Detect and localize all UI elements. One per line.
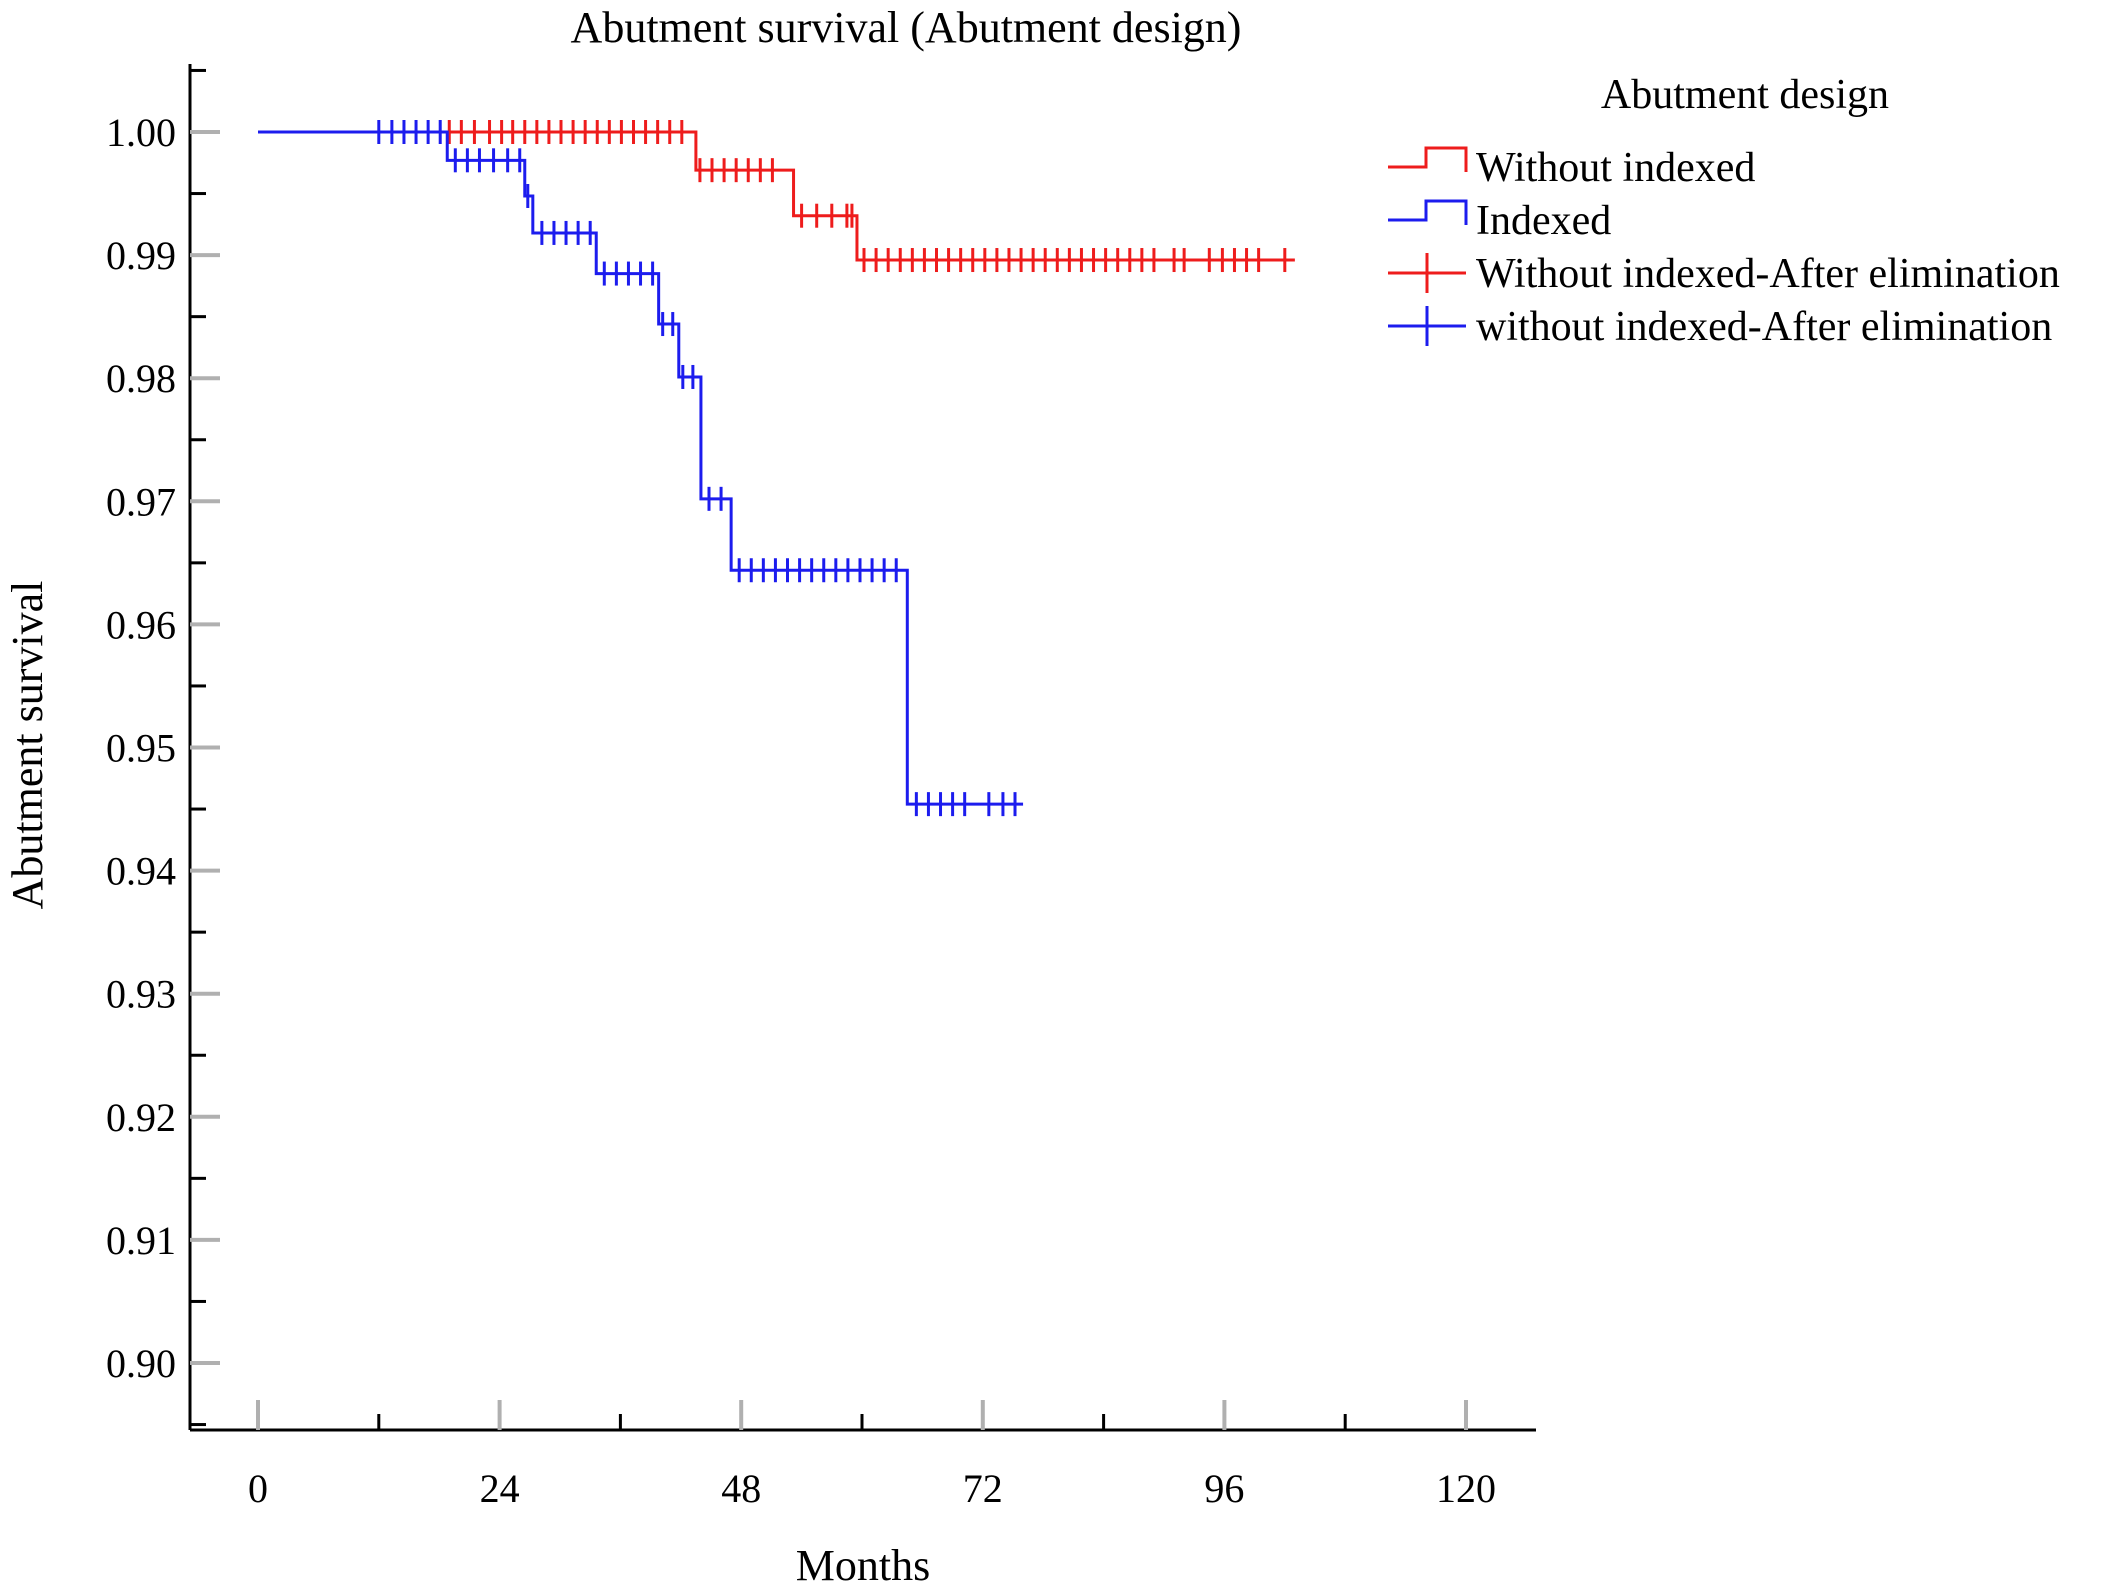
legend-entry: Without indexed xyxy=(1388,145,1755,191)
legend-label: Without indexed xyxy=(1476,145,1755,191)
x-tick-label: 96 xyxy=(1204,1466,1244,1511)
legend-label: Indexed xyxy=(1476,198,1611,244)
y-tick-label: 0.93 xyxy=(106,972,176,1017)
series-indexed xyxy=(258,120,1024,817)
y-axis: 0.90 0.91 0.92 0.93 0.94 0.95 0.96 0.97 0.98 0.99… xyxy=(106,64,220,1430)
x-tick-label: 24 xyxy=(480,1466,520,1511)
y-tick-label: 0.90 xyxy=(106,1341,176,1386)
legend-entries: Without indexed Indexed Without indexed-Af… xyxy=(1388,145,2060,350)
y-tick-label: 0.95 xyxy=(106,726,176,771)
y-tick-label: 0.98 xyxy=(106,356,176,401)
legend-label: without indexed-After elimination xyxy=(1476,304,2052,350)
legend-title: Abutment design xyxy=(1601,72,1889,118)
survival-step-line xyxy=(258,130,1024,806)
y-tick-label: 0.91 xyxy=(106,1218,176,1263)
plot-series xyxy=(258,120,1295,817)
legend-entry: Indexed xyxy=(1388,198,1611,244)
y-tick-label: 1.00 xyxy=(106,110,176,155)
y-tick-label: 0.99 xyxy=(106,233,176,278)
x-tick-label: 0 xyxy=(248,1466,268,1511)
legend-entry: Without indexed-After elimination xyxy=(1388,251,2060,297)
y-tick-label: 0.94 xyxy=(106,849,176,894)
y-tick-label: 0.97 xyxy=(106,479,176,524)
legend-step-symbol xyxy=(1388,146,1468,172)
legend-label: Without indexed-After elimination xyxy=(1476,251,2060,297)
chart-title: Abutment survival (Abutment design) xyxy=(571,3,1242,52)
series-without-indexed xyxy=(258,120,1295,273)
legend-step-symbol xyxy=(1388,199,1468,225)
x-tick-label: 48 xyxy=(721,1466,761,1511)
x-axis-label: Months xyxy=(796,1541,930,1590)
y-tick-label: 0.96 xyxy=(106,602,176,647)
x-tick-label: 72 xyxy=(963,1466,1003,1511)
legend: Abutment design Without indexedIndexedWi… xyxy=(1388,72,2060,350)
y-tick-label: 0.92 xyxy=(106,1095,176,1140)
y-axis-label: Abutment survival xyxy=(3,581,52,910)
x-tick-label: 120 xyxy=(1436,1466,1496,1511)
x-axis: 0 24 48 72 96 120 xyxy=(190,1400,1536,1511)
legend-entry: without indexed-After elimination xyxy=(1388,304,2052,350)
survival-step-line xyxy=(258,130,1295,262)
